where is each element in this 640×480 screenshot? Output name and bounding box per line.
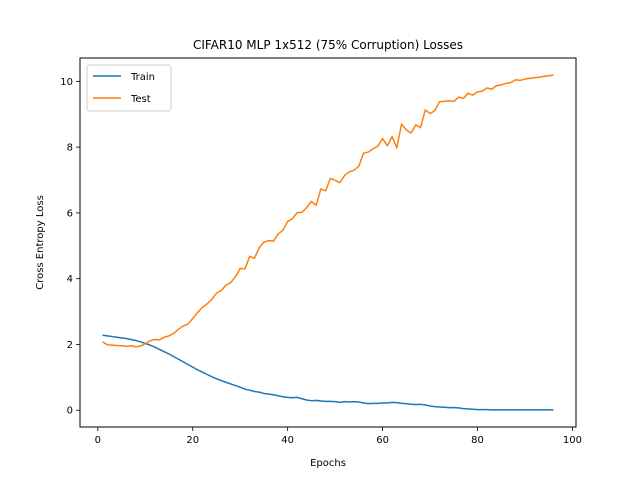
x-tick-label: 60 — [376, 435, 389, 446]
y-tick-label: 2 — [67, 340, 73, 351]
x-tick-label: 40 — [281, 435, 294, 446]
y-tick-label: 4 — [67, 274, 73, 285]
legend-label-test: Test — [130, 94, 151, 105]
x-tick-label: 0 — [95, 435, 101, 446]
series-line-train — [102, 334, 554, 411]
x-tick-label: 80 — [471, 435, 484, 446]
legend-label-train: Train — [130, 72, 155, 83]
y-axis-ticks: 0 2 4 6 8 10 — [60, 77, 80, 417]
series-layer — [102, 74, 554, 411]
series-line-test — [102, 74, 554, 348]
axes-background — [80, 58, 576, 427]
y-tick-label: 0 — [67, 406, 73, 417]
axes-border — [79, 57, 577, 428]
x-axis-ticks: 0 20 40 60 80 100 — [95, 427, 582, 446]
legend: Train Test — [86, 64, 172, 112]
y-tick-label: 8 — [67, 143, 73, 154]
y-axis-label: Cross Entropy Loss — [35, 195, 46, 290]
legend-box — [86, 64, 172, 112]
plot-area: 0 20 40 60 80 100 0 2 4 6 8 10 — [60, 57, 582, 446]
x-tick-label: 20 — [186, 435, 199, 446]
x-tick-label: 100 — [563, 435, 582, 446]
y-tick-label: 10 — [60, 77, 73, 88]
chart-title: CIFAR10 MLP 1x512 (75% Corruption) Losse… — [193, 38, 463, 52]
y-tick-label: 6 — [67, 208, 73, 219]
x-axis-label: Epochs — [310, 458, 346, 469]
